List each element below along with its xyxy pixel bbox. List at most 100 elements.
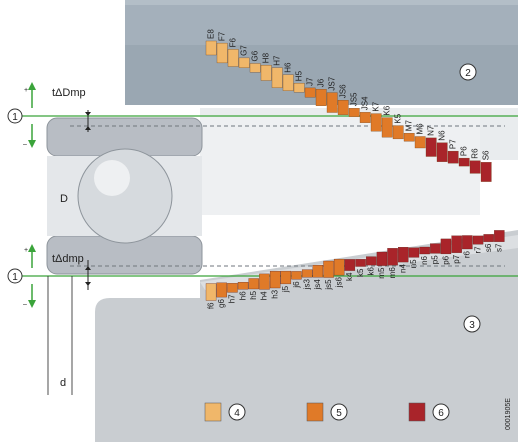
outer-zero-marker: [7, 108, 23, 124]
shaft-bar-label-s6: s6: [484, 243, 493, 252]
housing-bar-P6: [458, 157, 470, 167]
shaft-bar-label-s7: s7: [495, 243, 504, 252]
bore-diameter-label: d: [60, 377, 66, 389]
shaft-bar-h3: [269, 271, 281, 289]
inner-zero-marker: [7, 268, 23, 284]
housing-bar-label-J7: J7: [306, 77, 315, 86]
inner-dim-arrow-bottom: [85, 282, 91, 286]
figure-code: 0001905E: [505, 398, 512, 430]
housing-bar-label-K7: K7: [372, 101, 381, 111]
housing-bar-S6: [480, 162, 492, 182]
housing-bore-face: [200, 115, 480, 215]
shaft-marker-text: 3: [469, 320, 475, 331]
housing-marker: [459, 63, 477, 81]
shaft-bar-label-r6: r6: [463, 250, 472, 258]
shaft-bar-h4: [259, 273, 270, 290]
housing-bar-label-JS6: JS6: [339, 84, 348, 98]
shaft-bar-js5: [323, 260, 334, 278]
shaft-bar-label-k4: k4: [345, 272, 354, 281]
legend-marker-text-4: 4: [234, 408, 240, 419]
outer-zero-marker-text: 1: [12, 112, 18, 123]
housing-bar-M6: [414, 136, 426, 149]
housing-bar-label-G6: G6: [251, 50, 260, 61]
shaft-bar-n4: [398, 247, 409, 263]
housing-bar-H8: [260, 65, 272, 81]
housing-bar-H5: [293, 83, 305, 93]
shaft-bar-js6: [333, 258, 345, 276]
housing-bar-label-G7: G7: [240, 45, 249, 56]
shaft-bar-label-f6: f6: [206, 302, 215, 309]
inner-plus-sign: +: [24, 247, 28, 254]
housing-bar-label-H5: H5: [295, 70, 304, 81]
shaft-bar-label-j5: j5: [281, 285, 290, 293]
housing-bar-M7: [403, 133, 415, 142]
housing-bar-label-H8: H8: [262, 52, 271, 63]
housing-bar-N7: [425, 137, 437, 157]
housing-bore: [200, 108, 518, 160]
legend-marker-4: [228, 403, 246, 421]
shaft-bar-label-h7: h7: [228, 294, 237, 303]
shaft-bar-js4: [312, 265, 324, 278]
housing-bar-label-K6: K6: [383, 105, 392, 115]
shaft-marker: [463, 315, 481, 333]
housing-bar-G6: [249, 63, 261, 73]
housing-bar-label-F6: F6: [229, 38, 238, 48]
housing-bar-label-P6: P6: [460, 146, 469, 156]
legend-marker-5: [330, 403, 348, 421]
shaft-bar-s6: [483, 234, 494, 242]
shaft-bar-label-n6: n6: [420, 255, 429, 264]
housing-bar-label-H6: H6: [284, 62, 293, 73]
outer-plus-sign: +: [24, 87, 28, 94]
shaft-bar-k6: [366, 256, 377, 266]
shaft-bar-label-p5: p5: [431, 255, 440, 264]
shaft-bar-label-p6: p6: [441, 255, 450, 264]
housing-bar-label-K5: K5: [394, 113, 403, 123]
shaft-bar-js3: [301, 269, 313, 278]
bearing-ball: [77, 148, 173, 244]
shaft-bar-m5: [376, 251, 388, 266]
housing-bar-label-JS4: JS4: [361, 96, 370, 110]
inner-plus-arrowhead: [28, 244, 36, 252]
housing-bar-label-E8: E8: [207, 29, 216, 39]
housing-bar-E8: [205, 40, 217, 56]
housing-bar-label-N7: N7: [427, 125, 436, 136]
shaft-bar-j6: [291, 271, 302, 280]
shaft-bar-label-g6: g6: [217, 299, 226, 308]
shaft-bar-p7: [451, 235, 462, 253]
shaft-bar-r7: [472, 235, 484, 245]
housing-bar-R6: [469, 160, 481, 174]
shaft-bar-s7: [494, 230, 505, 242]
housing-bar-label-N6: N6: [438, 130, 447, 141]
shaft-bar-k5: [355, 259, 366, 267]
housing-bar-JS7: [326, 92, 338, 113]
inner-minus-arrowhead: [28, 300, 36, 308]
housing-bar-F7: [216, 42, 228, 64]
legend-swatch-6: [408, 402, 426, 422]
housing-bar-J6: [315, 89, 327, 106]
housing-bar-JS5: [348, 108, 360, 117]
housing-bar-H7: [271, 67, 283, 88]
legend-marker-text-6: 6: [438, 408, 444, 419]
legend-swatch-4: [204, 402, 222, 422]
shaft-bar-label-n4: n4: [399, 264, 408, 273]
shaft-bar-label-h4: h4: [260, 291, 269, 300]
housing-bar-N6: [436, 142, 448, 162]
shaft-bar-label-k6: k6: [367, 267, 376, 276]
shaft-bar-label-h5: h5: [249, 290, 258, 299]
shaft-bar-label-m6: m6: [388, 267, 397, 279]
shaft-bar-label-js5: js5: [324, 279, 333, 291]
shaft-bar-h6: [237, 282, 249, 290]
shaft-bar-label-h3: h3: [270, 289, 279, 298]
housing-bar-K5: [392, 125, 404, 140]
outer-dim-arrow-bottom: [85, 126, 91, 130]
housing-bar-label-H7: H7: [273, 55, 282, 66]
housing-bar-JS6: [337, 100, 349, 115]
housing-bar-label-J6: J6: [317, 78, 326, 87]
housing-bar-P7: [447, 150, 459, 164]
shaft-bar-label-js3: js3: [302, 279, 311, 291]
housing-bar-J7: [304, 87, 316, 98]
shaft-bar-label-j6: j6: [292, 281, 301, 289]
shaft-bar-g6: [216, 282, 227, 298]
housing-bar-JS4: [359, 112, 371, 123]
